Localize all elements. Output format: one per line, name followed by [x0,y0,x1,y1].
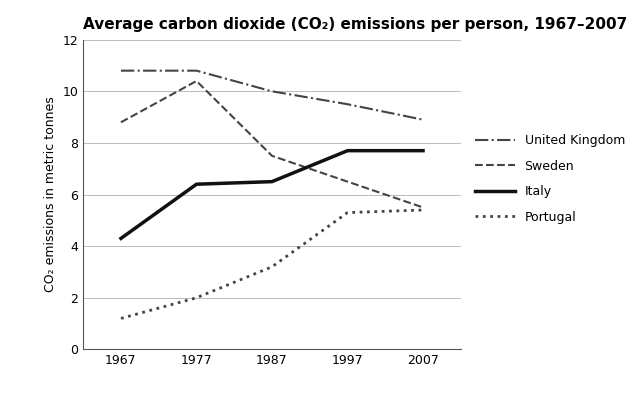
United Kingdom [117,68,125,73]
Portugal [193,295,200,300]
Y-axis label: CO₂ emissions in metric tonnes: CO₂ emissions in metric tonnes [44,96,57,293]
Line: United Kingdom: United Kingdom [121,71,423,120]
Portugal [344,210,351,215]
Italy [268,179,276,184]
Italy [193,182,200,187]
Sweden [344,179,351,184]
Italy [344,148,351,153]
United Kingdom [344,102,351,106]
Portugal [419,208,427,212]
United Kingdom [193,68,200,73]
Sweden [117,120,125,125]
Sweden [268,153,276,158]
Portugal [117,316,125,321]
Text: Average carbon dioxide (CO₂) emissions per person, 1967–2007: Average carbon dioxide (CO₂) emissions p… [83,17,627,32]
Legend: United Kingdom, Sweden, Italy, Portugal: United Kingdom, Sweden, Italy, Portugal [475,134,625,224]
Line: Portugal: Portugal [121,210,423,318]
Portugal [268,264,276,269]
Sweden [419,205,427,210]
Italy [117,236,125,241]
United Kingdom [419,118,427,122]
United Kingdom [268,89,276,94]
Italy [419,148,427,153]
Line: Italy: Italy [121,150,423,238]
Line: Sweden: Sweden [121,81,423,207]
Sweden [193,79,200,83]
